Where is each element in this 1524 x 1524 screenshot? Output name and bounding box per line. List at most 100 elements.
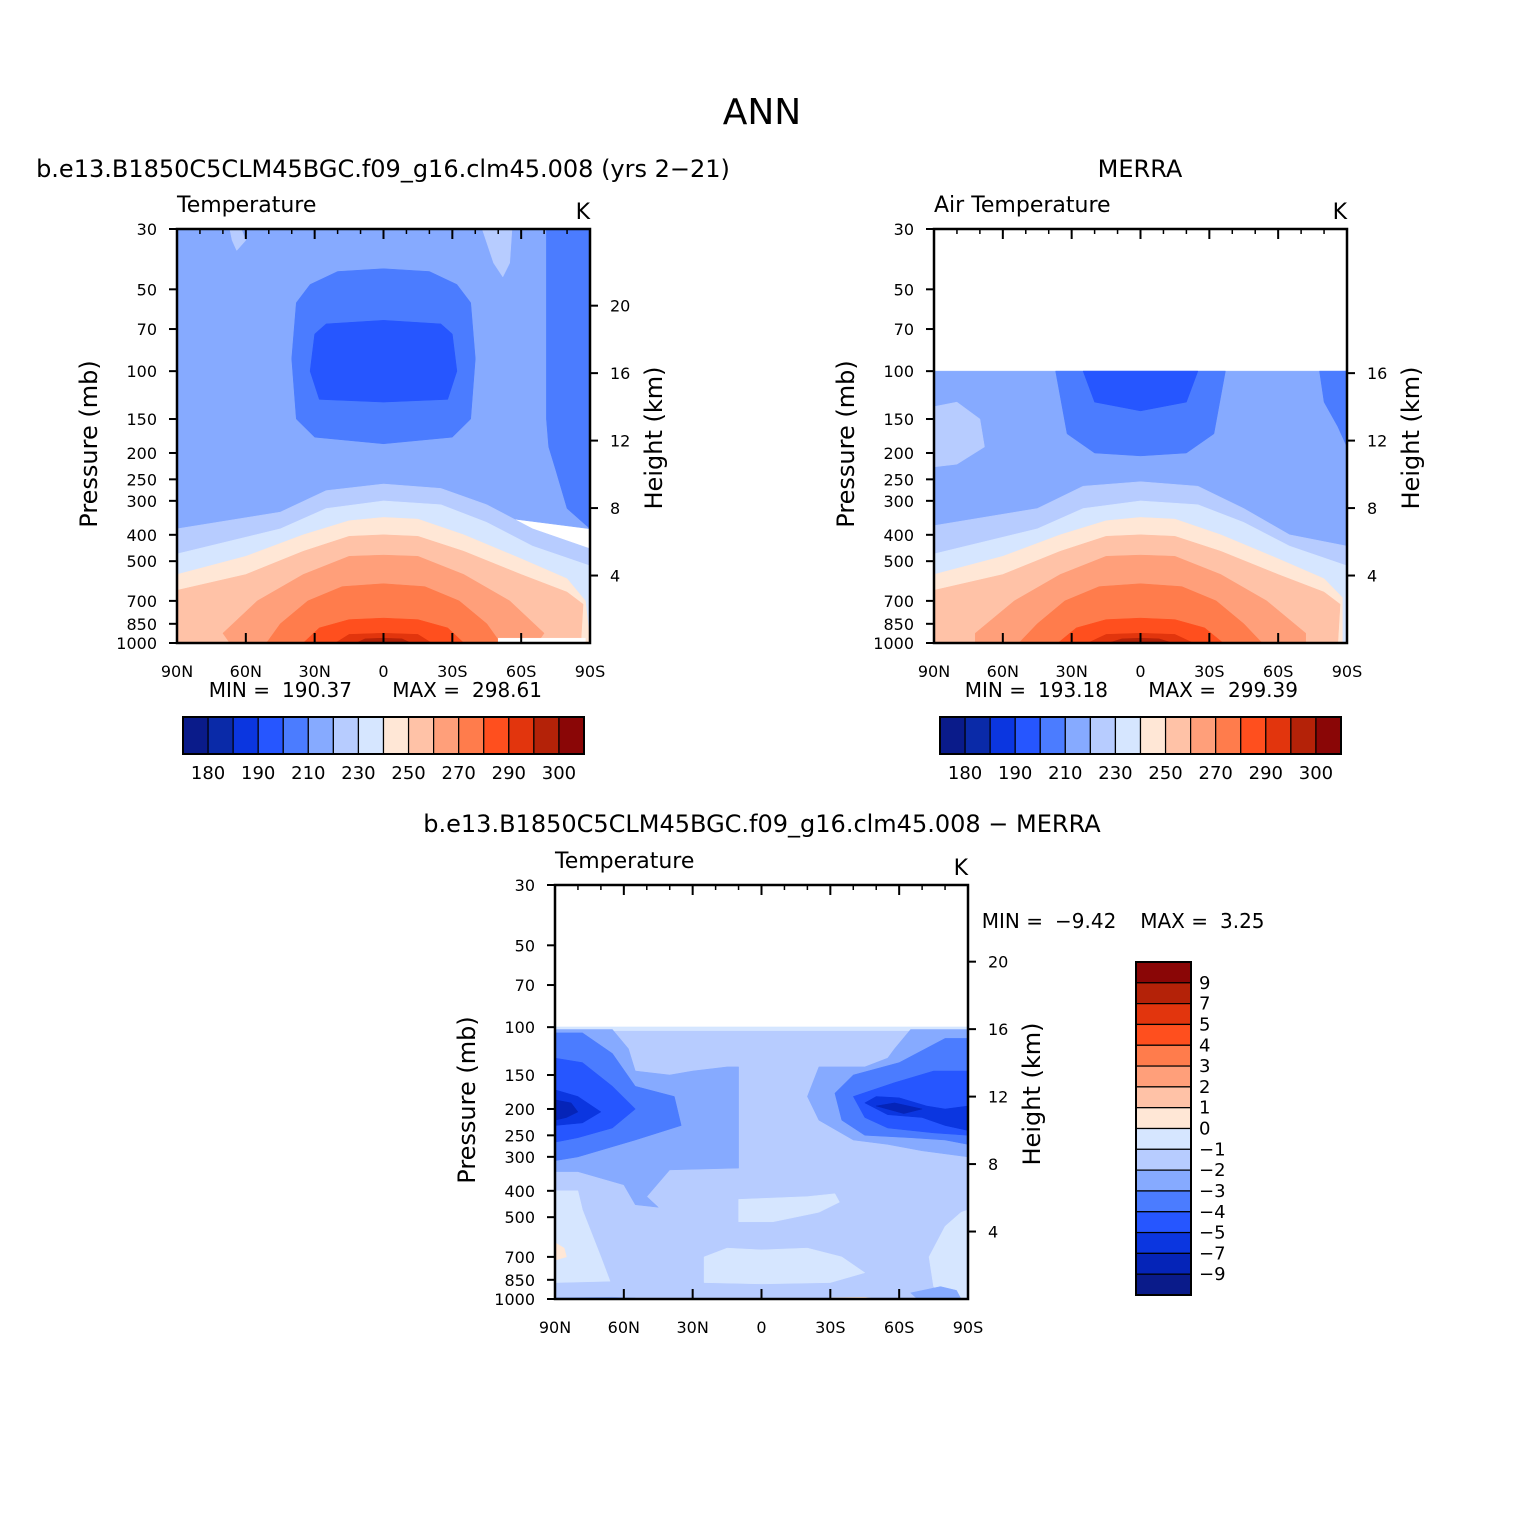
- pressure-tick-label: 70: [137, 320, 157, 339]
- colorbar-box: [558, 716, 585, 755]
- pressure-tick-label: 30: [894, 220, 914, 239]
- colorbar-box: [1135, 1044, 1192, 1067]
- height-tick-label: 4: [1367, 567, 1377, 586]
- colorbar-box: [1039, 716, 1066, 755]
- pressure-tick-label: 250: [883, 470, 914, 489]
- colorbar-box: [1139, 716, 1167, 755]
- colorbar-label: 270: [1199, 763, 1233, 784]
- lat-tick-label: 90S: [575, 662, 606, 681]
- colorbar-box: [458, 716, 485, 755]
- contour--9-to-7: [555, 1099, 579, 1121]
- pressure-tick-label: 50: [515, 936, 535, 955]
- contour-layer: [177, 229, 590, 643]
- pressure-tick-label: 400: [883, 526, 914, 545]
- units-label: K: [576, 200, 591, 225]
- panel-diff: b.e13.B1850C5CLM45BGC.f09_g16.clm45.008 …: [423, 810, 1264, 1337]
- pressure-tick-label: 850: [883, 615, 914, 634]
- colorbar: 180 190 210 230 250 270 290 300: [939, 716, 1342, 784]
- min-label: MIN =: [209, 678, 270, 702]
- pressure-tick-label: 200: [883, 444, 914, 463]
- colorbar-label: 300: [542, 763, 576, 784]
- colorbar-label: −7: [1199, 1243, 1226, 1264]
- colorbar-box: [1215, 716, 1242, 755]
- contour--1-to-0-top-: [555, 1026, 968, 1031]
- lat-tick-label: 0: [378, 662, 388, 681]
- colorbar-label: 4: [1199, 1035, 1210, 1056]
- colorbar-box: [257, 716, 284, 755]
- colorbar-label: 9: [1199, 973, 1210, 994]
- pressure-tick-label: 70: [894, 320, 914, 339]
- lat-tick-label: 0: [756, 1318, 766, 1337]
- pressure-tick-label: 850: [504, 1271, 535, 1290]
- colorbar-box: [1135, 961, 1192, 984]
- colorbar-box: [1014, 716, 1041, 755]
- ylabel: Pressure (mb): [453, 1016, 481, 1183]
- colorbar-box: [1135, 1107, 1192, 1130]
- contour--9-to-7-sh-: [875, 1102, 923, 1114]
- pressure-tick-label: 700: [883, 592, 914, 611]
- colorbar-box: [1135, 1211, 1192, 1234]
- colorbar-label: 180: [948, 763, 982, 784]
- colorbar-box: [1240, 716, 1267, 755]
- colorbar-box: [1064, 716, 1091, 755]
- pressure-tick-label: 100: [126, 362, 157, 381]
- colorbar-box: [1135, 1252, 1192, 1275]
- colorbar-label: −3: [1199, 1181, 1226, 1202]
- panel-model: b.e13.B1850C5CLM45BGC.f09_g16.clm45.008 …: [36, 155, 730, 784]
- lat-tick-label: 90S: [1332, 662, 1363, 681]
- panel-obs: MERRA Air Temperature K 30 50 70 100 150 200 250 3…: [832, 155, 1425, 784]
- pressure-tick-label: 50: [894, 280, 914, 299]
- pressure-tick-label: 200: [126, 444, 157, 463]
- pressure-tick-label: 100: [883, 362, 914, 381]
- pressure-tick-label: 400: [504, 1182, 535, 1201]
- height-tick-label: 20: [610, 297, 630, 316]
- pressure-tick-label: 300: [126, 492, 157, 511]
- lat-tick-label: 30N: [1056, 662, 1088, 681]
- colorbar-label: −9: [1199, 1264, 1226, 1285]
- ylabel-right: Height (km): [1018, 1023, 1046, 1166]
- pressure-tick-label: 150: [126, 410, 157, 429]
- colorbar-frame: [182, 716, 585, 755]
- colorbar-box: [1135, 1023, 1192, 1046]
- lat-tick-label: 30S: [815, 1318, 846, 1337]
- colorbar-box: [1089, 716, 1117, 755]
- height-tick-label: 8: [1367, 499, 1377, 518]
- colorbar-box: [1315, 716, 1342, 755]
- colorbar-box: [989, 716, 1016, 755]
- pressure-tick-label: 300: [883, 492, 914, 511]
- colorbar-label: 3: [1199, 1056, 1210, 1077]
- max-value: 3.25: [1220, 909, 1265, 933]
- colorbar-label: 0: [1199, 1119, 1210, 1140]
- ylabel: Pressure (mb): [832, 360, 860, 527]
- colorbar-label: 300: [1299, 763, 1333, 784]
- pressure-tick-label: 300: [504, 1148, 535, 1167]
- pressure-tick-label: 150: [883, 410, 914, 429]
- contour-210-220-sh-cap-: [1319, 370, 1347, 448]
- colorbar-label: −5: [1199, 1223, 1226, 1244]
- pressure-tick-label: 850: [126, 615, 157, 634]
- height-tick-label: 12: [610, 432, 630, 451]
- min-label: MIN =: [965, 678, 1026, 702]
- colorbar-label: 2: [1199, 1077, 1210, 1098]
- colorbar-box: [1265, 716, 1292, 755]
- contour-200-210: [309, 320, 458, 403]
- pressure-tick-label: 150: [504, 1066, 535, 1085]
- colorbar-label: 250: [1148, 763, 1182, 784]
- colorbar-box: [1135, 1127, 1192, 1150]
- pressure-tick-label: 1000: [116, 634, 157, 653]
- panel-title: b.e13.B1850C5CLM45BGC.f09_g16.clm45.008 …: [36, 155, 730, 183]
- contour-230-240-top-nh-: [229, 229, 247, 251]
- page-title: ANN: [723, 92, 802, 133]
- height-tick-label: 8: [610, 499, 620, 518]
- colorbar-box: [939, 716, 966, 755]
- colorbar-frame: [1135, 961, 1192, 1296]
- lat-tick-label: 60S: [1263, 662, 1294, 681]
- variable-label: Air Temperature: [934, 193, 1111, 218]
- colorbar-box: [207, 716, 234, 755]
- colorbar-label: 5: [1199, 1014, 1210, 1035]
- min-value: 190.37: [282, 678, 352, 702]
- lat-tick-label: 60S: [506, 662, 537, 681]
- lat-tick-label: 0: [1135, 662, 1145, 681]
- colorbar-box: [508, 716, 535, 755]
